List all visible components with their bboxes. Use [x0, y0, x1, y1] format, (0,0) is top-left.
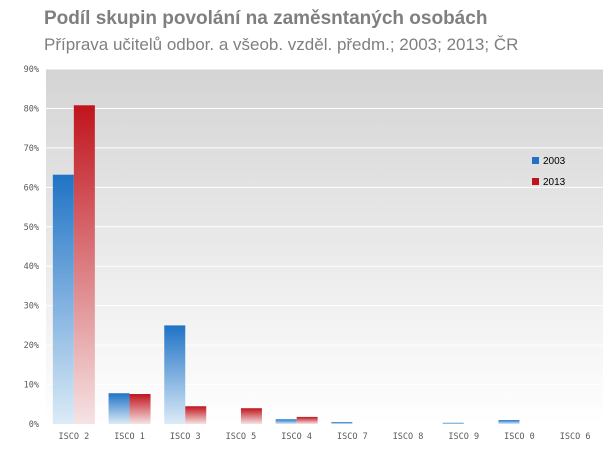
bar-2013-isco-2 — [73, 105, 95, 425]
chart-subtitle: Příprava učitelů odbor. a všeob. vzděl. … — [44, 35, 519, 54]
bar-2003-isco-0 — [498, 420, 520, 424]
y-tick-label: 30% — [24, 302, 39, 312]
bar-2013-isco-5 — [240, 408, 262, 424]
y-tick-label: 40% — [24, 262, 39, 272]
bar-2003-isco-1 — [108, 393, 130, 424]
x-tick-label: ISCO 1 — [114, 432, 145, 442]
legend-label-2013: 2013 — [543, 177, 566, 188]
bar-2013-isco-4 — [296, 416, 318, 424]
x-tick-label: ISCO 9 — [448, 432, 479, 442]
legend-swatch-2003 — [532, 157, 539, 164]
legend-label-2003: 2003 — [543, 156, 566, 167]
bar-2003-isco-9 — [442, 422, 464, 424]
y-tick-label: 90% — [24, 65, 39, 75]
bar-2003-isco-7 — [331, 422, 353, 424]
y-tick-label: 10% — [24, 381, 39, 391]
x-tick-label: ISCO 8 — [393, 432, 424, 442]
chart-title: Podíl skupin povolání na zaměsntaných os… — [44, 8, 488, 29]
bar-2003-isco-4 — [275, 419, 297, 424]
bar-2013-isco-3 — [185, 406, 207, 424]
x-tick-label: ISCO 4 — [281, 432, 312, 442]
y-tick-label: 60% — [24, 183, 39, 193]
y-tick-label: 80% — [24, 104, 39, 114]
x-tick-label: ISCO 5 — [226, 432, 257, 442]
bar-2003-isco-2 — [52, 174, 74, 424]
bar-2013-isco-1 — [129, 394, 151, 424]
x-tick-label: ISCO 6 — [560, 432, 591, 442]
y-tick-label: 50% — [24, 223, 39, 233]
x-tick-label: ISCO 0 — [504, 432, 535, 442]
plot-area — [46, 69, 603, 424]
legend-swatch-2013 — [532, 178, 539, 185]
x-tick-label: ISCO 3 — [170, 432, 201, 442]
y-tick-label: 20% — [24, 341, 39, 351]
x-tick-label: ISCO 2 — [58, 432, 89, 442]
x-tick-label: ISCO 7 — [337, 432, 368, 442]
bar-2003-isco-3 — [164, 325, 186, 424]
y-tick-label: 0% — [29, 420, 39, 430]
y-tick-label: 70% — [24, 144, 39, 154]
